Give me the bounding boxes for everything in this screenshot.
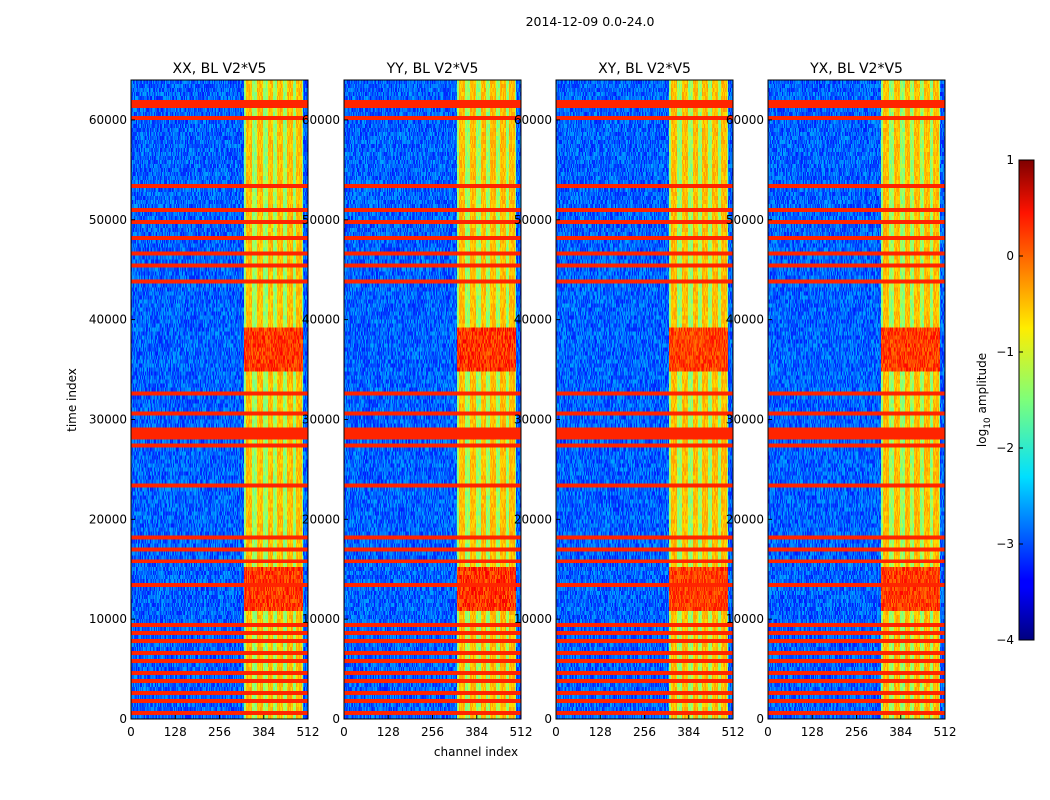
panel-yx: YX, BL V2*V5 0 128 256 384 512 0 10000 20000 3000… [726,61,957,739]
colorbar-tick-label: −2 [996,441,1014,455]
colorbar-tick-label: −4 [996,633,1014,647]
y-tick-label: 20000 [726,512,764,526]
y-tick-label: 10000 [726,612,764,626]
y-tick-label: 30000 [302,412,340,426]
y-tick-label: 60000 [89,113,127,127]
spectrogram-image [556,80,733,719]
panel-xx: XX, BL V2*V5 0 128 256 384 512 0 10000 20000 3000… [89,61,320,739]
x-tick-label: 128 [589,725,612,739]
panel-yy: YY, BL V2*V5 0 128 256 384 512 0 10000 20000 3000… [302,61,533,739]
colorbar-label-sub: 10 [983,417,993,429]
x-tick-label: 256 [845,725,868,739]
y-tick-label: 20000 [302,512,340,526]
y-tick-label: 0 [544,712,552,726]
y-tick-label: 30000 [726,412,764,426]
colorbar-label-log: log [975,429,989,447]
y-tick-label: 20000 [514,512,552,526]
x-tick-label: 384 [677,725,700,739]
panel-title: XY, BL V2*V5 [598,61,691,77]
panel-title: YY, BL V2*V5 [386,61,479,77]
y-tick-label: 40000 [89,313,127,327]
x-tick-label: 512 [510,725,533,739]
colorbar-tick-label: 1 [1006,153,1014,167]
colorbar-tick-label: −1 [996,345,1014,359]
colorbar-tick-label: −3 [996,537,1014,551]
x-tick-label: 256 [633,725,656,739]
y-tick-label: 0 [756,712,764,726]
y-tick-label: 50000 [302,213,340,227]
y-tick-label: 60000 [514,113,552,127]
y-tick-label: 30000 [514,412,552,426]
y-tick-label: 50000 [89,213,127,227]
x-tick-label: 0 [764,725,772,739]
y-tick-label: 10000 [514,612,552,626]
x-tick-label: 512 [722,725,745,739]
x-tick-label: 0 [127,725,135,739]
colorbar-gradient [1018,159,1035,641]
y-tick-label: 60000 [726,113,764,127]
x-tick-label: 512 [934,725,957,739]
y-tick-label: 50000 [726,213,764,227]
x-axis-label: channel index [434,745,518,759]
colorbar-label-amp: amplitude [975,353,989,417]
y-tick-label: 60000 [302,113,340,127]
x-tick-label: 256 [421,725,444,739]
x-tick-label: 256 [208,725,231,739]
y-tick-label: 40000 [514,313,552,327]
spectrogram-image [131,80,308,719]
panel-group: XX, BL V2*V5 0 128 256 384 512 0 10000 20000 3000… [89,61,957,739]
y-tick-label: 0 [119,712,127,726]
y-tick-label: 40000 [726,313,764,327]
y-tick-label: 20000 [89,512,127,526]
figure-suptitle: 2014-12-09 0.0-24.0 [526,14,655,29]
colorbar-label: log10 amplitude [975,353,993,447]
x-tick-label: 384 [465,725,488,739]
x-tick-label: 384 [889,725,912,739]
y-axis-label: time index [65,368,79,432]
colorbar-ticks: 1 0 −1 −2 −3 −4 [996,153,1023,647]
x-tick-label: 0 [552,725,560,739]
x-tick-label: 384 [252,725,275,739]
spectrogram-image [768,80,945,719]
y-tick-label: 50000 [514,213,552,227]
colorbar: 10−1−2−3−4 log10 amplitude [975,153,1035,647]
x-tick-label: 512 [297,725,320,739]
x-tick-label: 128 [164,725,187,739]
x-tick-label: 128 [801,725,824,739]
panel-xy: XY, BL V2*V5 0 128 256 384 512 0 10000 20000 3000… [514,61,745,739]
colorbar-tick-label: 0 [1006,249,1014,263]
y-tick-label: 0 [332,712,340,726]
x-tick-label: 0 [340,725,348,739]
y-tick-label: 40000 [302,313,340,327]
panel-title: YX, BL V2*V5 [809,61,903,77]
x-tick-label: 128 [377,725,400,739]
panel-title: XX, BL V2*V5 [173,61,267,77]
y-tick-label: 30000 [89,412,127,426]
y-tick-label: 10000 [302,612,340,626]
y-tick-label: 10000 [89,612,127,626]
spectrogram-image [344,80,521,719]
